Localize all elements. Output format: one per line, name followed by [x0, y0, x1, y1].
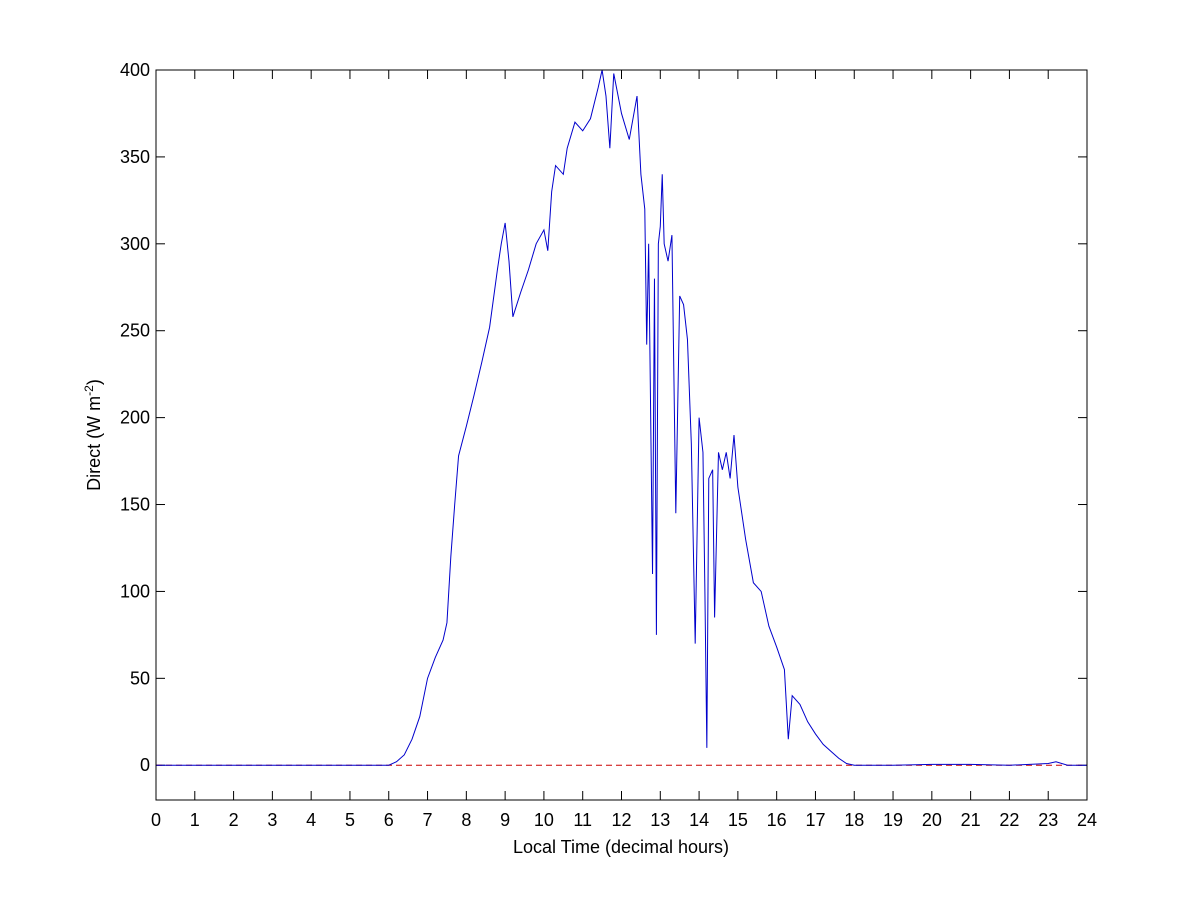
x-tick-label: 5: [345, 810, 355, 830]
x-tick-label: 8: [461, 810, 471, 830]
y-axis-label: Direct (W m-2): [82, 379, 104, 491]
y-axis-label-sup: -2: [82, 385, 96, 396]
x-tick-label: 14: [689, 810, 709, 830]
x-tick-label: 11: [573, 810, 592, 830]
x-tick-label: 16: [767, 810, 787, 830]
y-axis-label-main: Direct (W m: [84, 396, 104, 491]
x-tick-label: 10: [534, 810, 554, 830]
y-tick-label: 150: [120, 495, 150, 515]
y-tick-label: 300: [120, 234, 150, 254]
y-axis-label-end: ): [84, 379, 104, 385]
x-tick-label: 15: [728, 810, 748, 830]
y-tick-label: 50: [130, 668, 150, 688]
x-tick-label: 9: [500, 810, 510, 830]
y-tick-label: 0: [140, 755, 150, 775]
x-tick-label: 12: [611, 810, 631, 830]
plot-frame: [155, 69, 1088, 801]
y-tick-label: 200: [120, 408, 150, 428]
x-tick-label: 2: [229, 810, 239, 830]
x-tick-label: 3: [267, 810, 277, 830]
x-tick-label: 21: [961, 810, 981, 830]
y-tick-label: 400: [120, 60, 150, 80]
x-tick-label: 6: [384, 810, 394, 830]
x-tick-label: 19: [883, 810, 903, 830]
x-tick-label: 22: [999, 810, 1019, 830]
y-tick-label: 100: [120, 581, 150, 601]
x-tick-label: 23: [1038, 810, 1058, 830]
y-tick-label: 250: [120, 321, 150, 341]
x-axis-label: Local Time (decimal hours): [513, 837, 729, 857]
x-tick-label: 4: [306, 810, 316, 830]
x-tick-label: 24: [1077, 810, 1097, 830]
x-tick-label: 1: [190, 810, 200, 830]
x-tick-label: 13: [650, 810, 670, 830]
x-tick-label: 7: [423, 810, 433, 830]
y-tick-label: 350: [120, 147, 150, 167]
x-tick-label: 20: [922, 810, 942, 830]
x-tick-label: 0: [151, 810, 161, 830]
x-tick-label: 17: [805, 810, 825, 830]
x-tick-label: 18: [844, 810, 864, 830]
data-line: [156, 69, 1087, 766]
